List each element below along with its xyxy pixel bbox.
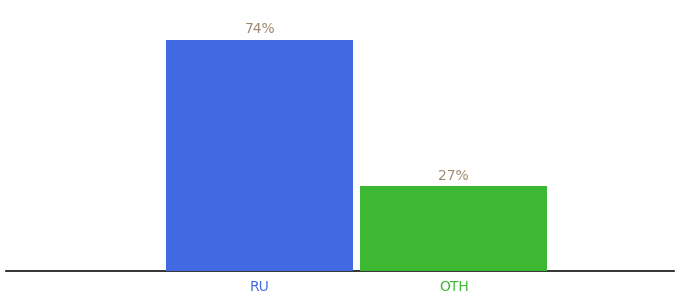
Text: 27%: 27% <box>439 169 469 183</box>
Text: 74%: 74% <box>244 22 275 36</box>
Bar <box>360 187 547 271</box>
Bar <box>166 40 354 271</box>
